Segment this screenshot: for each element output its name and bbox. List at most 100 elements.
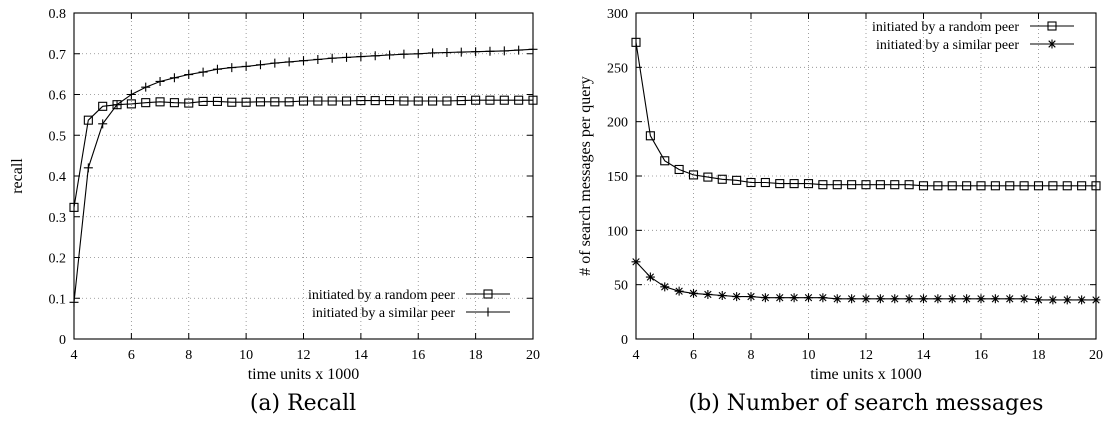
data-point — [83, 163, 93, 173]
x-tick-label: 16 — [974, 348, 988, 363]
y-tick-label: 0.2 — [49, 252, 67, 267]
data-point — [528, 44, 538, 54]
data-point — [155, 97, 165, 107]
data-point — [789, 293, 799, 303]
data-point — [660, 282, 670, 292]
data-point — [413, 49, 423, 59]
data-point — [631, 257, 641, 267]
x-tick-label: 12 — [297, 348, 311, 363]
x-tick-label: 16 — [411, 348, 425, 363]
series-plus — [69, 44, 538, 307]
data-point — [499, 46, 509, 56]
x-tick-label: 4 — [71, 348, 78, 363]
data-point — [861, 180, 871, 190]
data-point — [528, 95, 538, 105]
data-point — [847, 294, 857, 304]
data-point — [890, 180, 900, 190]
y-tick-label: 150 — [607, 170, 628, 185]
data-point — [1091, 181, 1101, 191]
data-point — [962, 181, 972, 191]
x-tick-label: 10 — [802, 348, 816, 363]
data-point — [660, 156, 670, 166]
data-point — [904, 180, 914, 190]
data-point — [919, 294, 928, 304]
data-point — [313, 96, 323, 106]
data-point — [688, 170, 699, 180]
legend-marker — [483, 289, 493, 299]
y-tick-label: 100 — [607, 224, 628, 239]
data-point — [241, 61, 251, 71]
data-point — [1062, 181, 1072, 191]
y-axis-label: # of search messages per query — [577, 76, 594, 275]
data-point — [98, 101, 108, 111]
data-point — [155, 76, 165, 86]
data-point — [141, 98, 151, 108]
data-point — [947, 181, 957, 191]
data-point — [890, 294, 900, 304]
data-point — [760, 177, 770, 188]
data-point — [270, 97, 280, 107]
data-point — [442, 48, 452, 58]
data-point — [818, 180, 828, 190]
data-point — [342, 52, 352, 62]
data-point — [746, 177, 756, 188]
data-point — [861, 294, 871, 304]
data-point — [212, 96, 222, 106]
y-tick-label: 0 — [59, 333, 66, 348]
data-point — [485, 46, 495, 56]
data-point — [645, 272, 655, 282]
data-point — [717, 291, 727, 301]
data-point — [1005, 294, 1015, 304]
data-point — [126, 90, 136, 99]
data-point — [169, 98, 179, 108]
y-tick-label: 0.4 — [49, 170, 67, 185]
x-tick-label: 18 — [469, 348, 483, 363]
x-tick-label: 14 — [917, 348, 931, 363]
data-point — [184, 70, 194, 80]
y-tick-label: 50 — [614, 279, 628, 294]
data-point — [428, 96, 438, 106]
data-point — [413, 96, 423, 106]
y-tick-label: 0.7 — [49, 48, 67, 63]
data-point — [327, 96, 337, 106]
search-messages-chart: 0 50 100 150 200 250 300 4 6 8 10 12 14 16 18 20 time un… — [577, 7, 1103, 416]
y-tick-label: 200 — [607, 116, 628, 131]
y-tick-label: 300 — [607, 7, 628, 22]
data-point — [818, 293, 828, 303]
legend-entry: initiated by a similar peer — [876, 38, 1074, 53]
y-tick-label: 0 — [621, 333, 628, 348]
data-point — [212, 64, 222, 74]
x-axis-label: time units x 1000 — [248, 366, 360, 383]
legend-entry: initiated by a similar peer — [312, 306, 510, 321]
data-point — [69, 202, 79, 212]
data-point — [514, 45, 524, 55]
data-point — [933, 294, 943, 304]
data-point — [1062, 295, 1072, 305]
data-point — [1034, 295, 1043, 305]
legend-label: initiated by a similar peer — [876, 38, 1019, 53]
y-axis-label: recall — [9, 158, 26, 194]
data-point — [1019, 294, 1029, 304]
data-point — [703, 172, 713, 182]
x-tick-label: 8 — [748, 348, 755, 363]
data-point — [428, 48, 438, 58]
legend-label: initiated by a similar peer — [312, 306, 455, 321]
data-point — [732, 175, 742, 185]
data-point — [442, 96, 452, 106]
data-point — [356, 52, 366, 62]
data-point — [255, 60, 265, 70]
data-point — [399, 49, 409, 59]
plot-frame — [73, 12, 534, 340]
legend-entry: initiated by a random peer — [872, 20, 1074, 35]
series-square — [631, 37, 1101, 191]
data-point — [83, 115, 93, 125]
data-point — [198, 96, 208, 106]
x-tick-label: 6 — [128, 348, 135, 363]
data-point — [327, 53, 337, 63]
x-tick-label: 20 — [526, 348, 540, 363]
data-point — [298, 96, 309, 106]
data-point — [746, 292, 756, 302]
y-tick-label: 0.6 — [49, 89, 67, 104]
legend-marker — [1047, 21, 1057, 31]
data-point — [485, 95, 495, 105]
